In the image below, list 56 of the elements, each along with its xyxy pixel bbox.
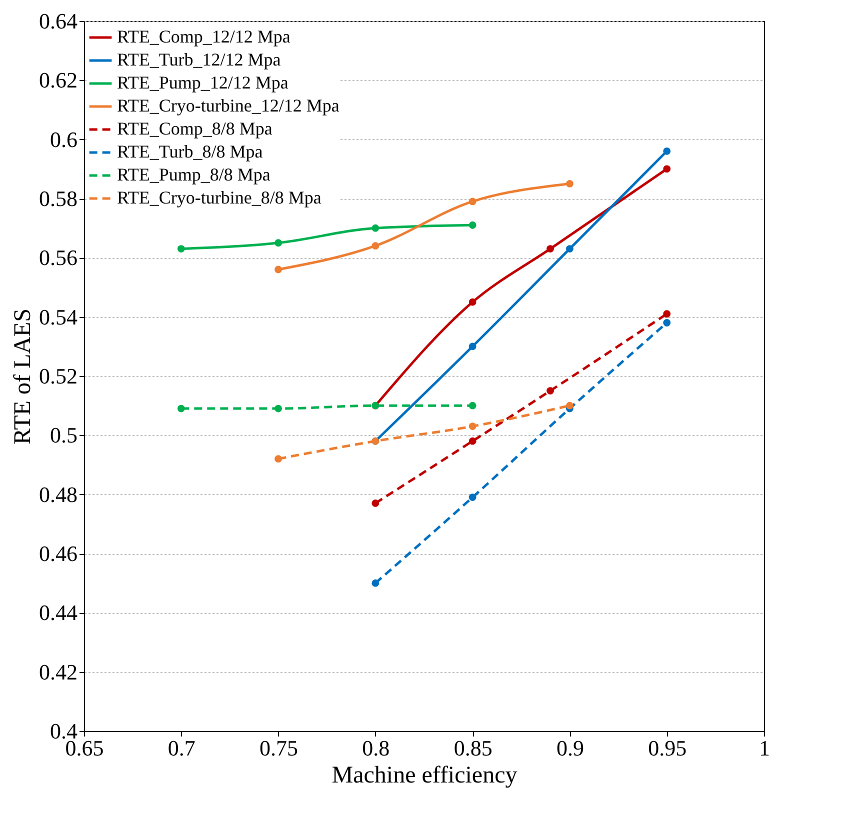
point xyxy=(468,422,476,430)
point xyxy=(546,387,554,394)
x-tick-label: 1 xyxy=(759,736,770,760)
point xyxy=(468,221,476,229)
point xyxy=(177,245,185,252)
x-tick-label: 0.8 xyxy=(362,736,390,760)
point xyxy=(372,500,380,507)
point xyxy=(663,319,671,326)
point xyxy=(566,180,574,188)
point xyxy=(468,342,476,350)
point xyxy=(372,224,380,232)
y-axis-title: RTE of LAES xyxy=(10,308,36,444)
x-tick-label: 0.85 xyxy=(454,736,492,760)
legend-label: RTE_Pump_8/8 Mpa xyxy=(117,164,270,184)
legend-label: RTE_Comp_8/8 Mpa xyxy=(117,118,272,138)
point xyxy=(468,402,476,410)
point xyxy=(177,404,185,412)
point xyxy=(663,165,671,173)
x-tick-label: 0.95 xyxy=(648,736,687,760)
legend-label: RTE_Cryo-turbine_8/8 Mpa xyxy=(117,188,322,208)
point xyxy=(274,239,282,247)
point xyxy=(468,494,476,501)
point xyxy=(274,404,282,412)
x-axis-title: Machine efficiency xyxy=(332,762,518,788)
y-tick-label: 0.58 xyxy=(39,186,78,211)
point xyxy=(274,455,282,463)
point xyxy=(468,437,476,445)
legend-label: RTE_Turb_12/12 Mpa xyxy=(117,50,281,70)
y-tick-label: 0.56 xyxy=(39,245,78,270)
point xyxy=(663,310,671,318)
y-tick-label: 0.5 xyxy=(50,422,78,448)
point xyxy=(468,298,476,306)
point xyxy=(663,147,671,155)
y-tick-label: 0.46 xyxy=(39,541,78,566)
point xyxy=(274,266,282,274)
y-tick-label: 0.48 xyxy=(39,482,78,507)
point xyxy=(566,245,574,252)
y-tick-label: 0.54 xyxy=(39,304,78,330)
y-tick-label: 0.44 xyxy=(39,600,78,626)
x-tick-label: 0.9 xyxy=(556,736,584,760)
x-tick-label: 0.7 xyxy=(168,736,196,760)
legend-label: RTE_Pump_12/12 Mpa xyxy=(117,72,288,92)
y-tick-label: 0.6 xyxy=(50,126,78,152)
legend-label: RTE_Comp_12/12 Mpa xyxy=(117,26,290,46)
point xyxy=(566,402,574,410)
point xyxy=(372,242,380,250)
y-tick-label: 0.42 xyxy=(39,659,78,684)
x-tick-label: 0.75 xyxy=(260,736,298,760)
y-tick-label: 0.64 xyxy=(39,8,78,34)
y-tick-label: 0.52 xyxy=(39,364,78,388)
point xyxy=(546,245,554,252)
y-tick-label: 0.62 xyxy=(39,68,78,93)
legend-label: RTE_Turb_8/8 Mpa xyxy=(117,142,263,162)
legend-label: RTE_Cryo-turbine_12/12 Mpa xyxy=(117,96,340,116)
point xyxy=(372,579,380,587)
point xyxy=(468,198,476,206)
